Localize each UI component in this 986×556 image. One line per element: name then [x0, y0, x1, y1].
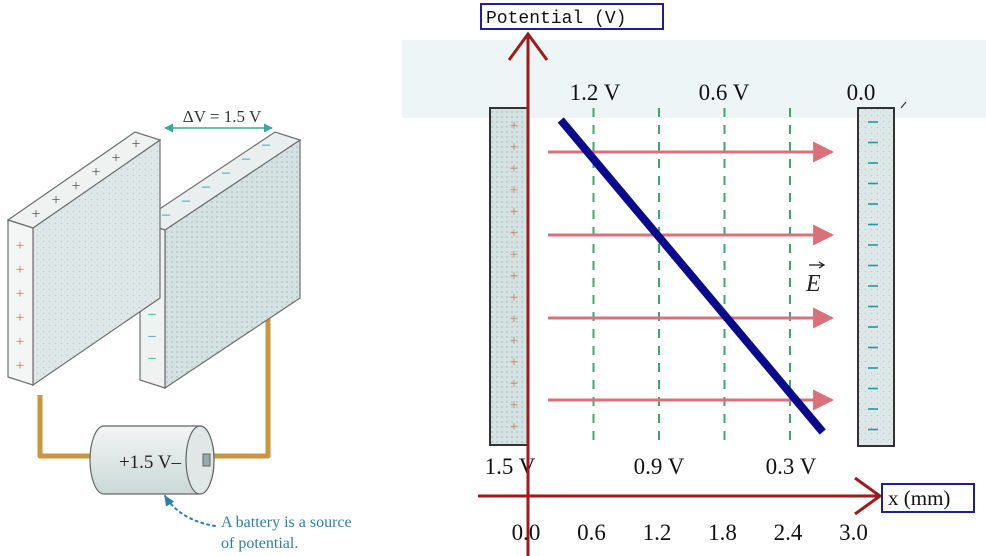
- minus-sign: –: [147, 350, 156, 366]
- plus-sign: +: [16, 358, 24, 374]
- x-tick-label: 1.2: [643, 520, 672, 545]
- minus-sign: –: [161, 206, 171, 223]
- plus-sign: +: [71, 178, 80, 195]
- plus-sign: +: [31, 206, 40, 223]
- potential-line: [557, 117, 826, 435]
- delta-v-label: ΔV = 1.5 V: [183, 107, 262, 126]
- plus-sign: +: [510, 419, 518, 435]
- minus-sign: –: [147, 328, 156, 344]
- potential-diagram: +++++++++++++++ E 1.2 V 0.6 V 0.0 1.5 V 0.9…: [402, 3, 986, 556]
- plus-sign: +: [91, 164, 100, 181]
- plus-sign: +: [16, 286, 24, 302]
- caption-pointer: [164, 494, 216, 527]
- plus-sign: +: [16, 238, 24, 254]
- battery: +1.5 V–: [89, 425, 215, 495]
- plus-sign: +: [16, 310, 24, 326]
- x-tick-label: 0.0: [512, 520, 541, 545]
- field-vector-arrow-icon: [809, 261, 826, 269]
- plus-sign: +: [16, 334, 24, 350]
- capacitor-illustration: –––––– –––––– + + + + + + + + + + + + ΔV = 1.5 V +…: [6, 107, 352, 552]
- minus-sign: –: [261, 136, 271, 153]
- plus-sign: +: [111, 150, 120, 167]
- minus-sign: –: [201, 178, 211, 195]
- equipotential-bottom-label: 0.9 V: [634, 454, 685, 479]
- x-tick-label: 2.4: [774, 520, 803, 545]
- minus-sign: –: [181, 192, 191, 209]
- plus-sign: +: [16, 262, 24, 278]
- plus-sign: +: [510, 118, 518, 134]
- equipotential-top-label: 0.0: [847, 80, 876, 105]
- x-tick-label: 1.8: [708, 520, 737, 545]
- plus-sign: +: [510, 290, 518, 306]
- plus-sign: +: [510, 247, 518, 263]
- plate-corner-mark: [900, 101, 907, 109]
- y-axis-title-box: [480, 3, 664, 30]
- plus-sign: +: [510, 269, 518, 285]
- plus-sign: +: [51, 192, 60, 209]
- battery-label: +1.5 V–: [119, 452, 182, 473]
- x-axis: [478, 476, 883, 516]
- plus-sign: +: [510, 312, 518, 328]
- plus-sign: +: [131, 136, 140, 153]
- minus-sign: –: [221, 164, 231, 181]
- equipotential-top-label: 1.2 V: [570, 80, 621, 105]
- plus-sign: +: [510, 398, 518, 414]
- negative-plate-edge: [857, 107, 895, 447]
- positive-plate: + + + + + + + + + + + +: [6, 131, 162, 387]
- minus-sign: –: [241, 150, 251, 167]
- x-tick-label: 0.6: [577, 520, 606, 545]
- plus-sign: +: [510, 376, 518, 392]
- equipotential-bottom-label: 0.3 V: [766, 454, 817, 479]
- plus-sign: +: [510, 204, 518, 220]
- battery-caption-line1: A battery is a source: [221, 514, 352, 531]
- plus-sign: +: [510, 161, 518, 177]
- plus-sign: +: [510, 355, 518, 371]
- y-axis-title: Potential (V): [486, 9, 626, 29]
- positive-plate-edge: [489, 107, 529, 446]
- plus-sign: +: [510, 226, 518, 242]
- x-axis-title-box: [881, 483, 975, 513]
- plus-sign: +: [510, 333, 518, 349]
- wire-left: [37, 395, 100, 459]
- battery-caption-line2: of potential.: [221, 535, 298, 552]
- plus-sign: +: [510, 140, 518, 156]
- x-tick-label: 3.0: [839, 520, 868, 545]
- x-axis-title: x (mm): [888, 486, 950, 510]
- negative-plate: –––––– ––––––: [138, 131, 302, 390]
- plus-sign: +: [510, 183, 518, 199]
- minus-sign: –: [147, 306, 156, 322]
- field-label: E: [805, 271, 821, 297]
- y-axis: [507, 31, 549, 556]
- equipotential-top-label: 0.6 V: [699, 80, 750, 105]
